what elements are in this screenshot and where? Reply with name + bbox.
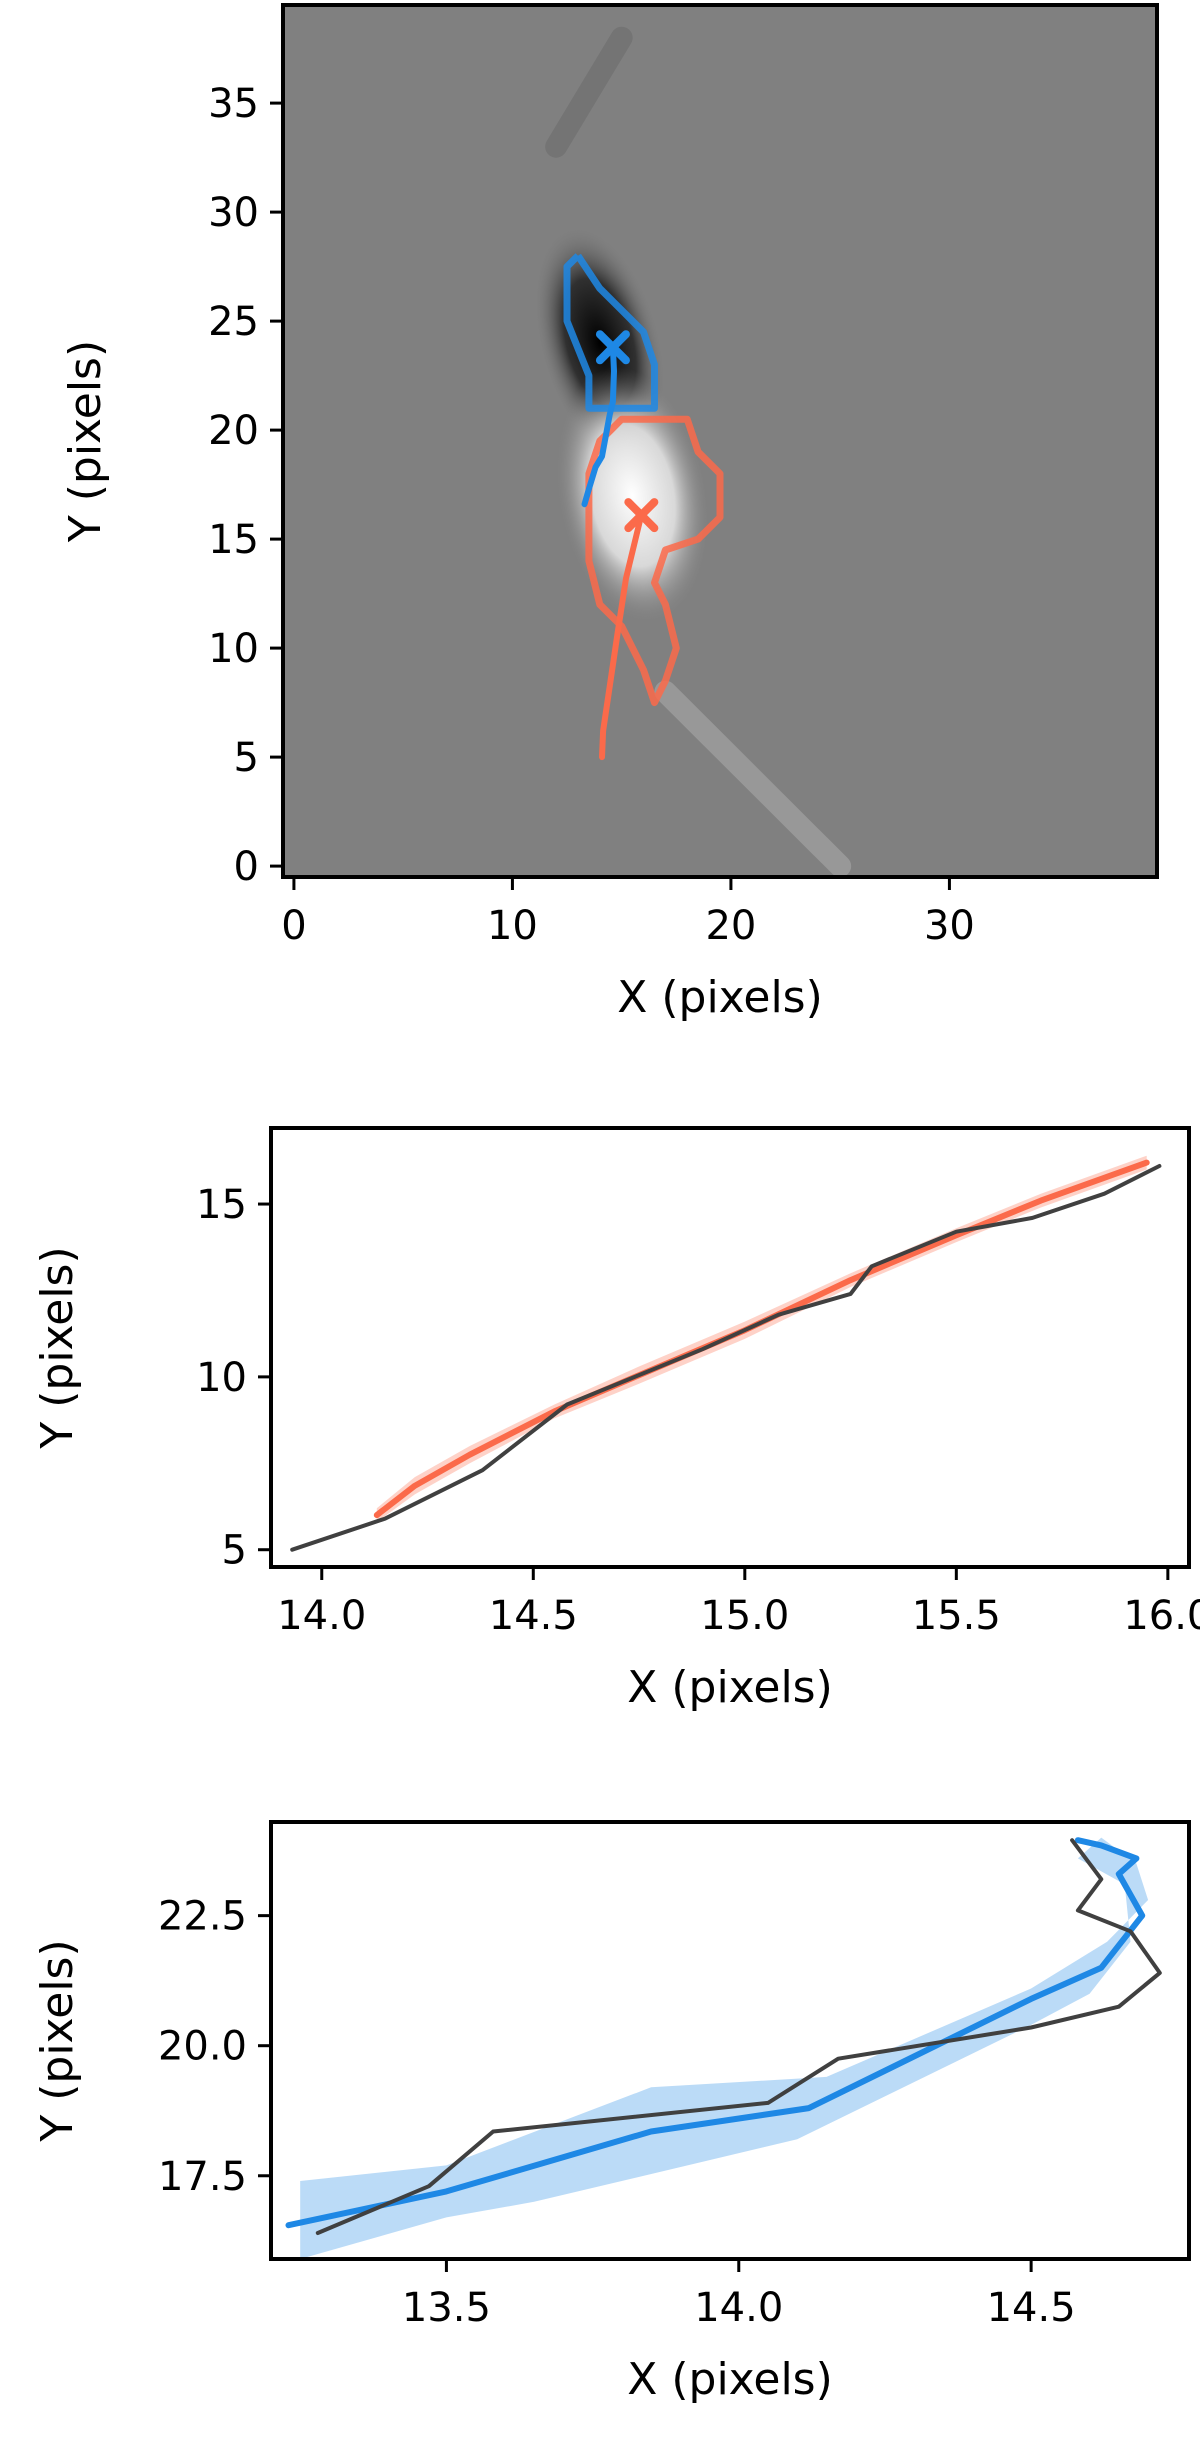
x-tick-label: 30	[924, 903, 975, 949]
x-tick-label: 0	[281, 903, 306, 949]
x-marker-stroke	[595, 330, 630, 365]
x-tick-label: 14.5	[489, 1593, 578, 1639]
trajectory-line	[290, 1164, 1162, 1552]
axes-frame	[269, 1126, 1191, 1569]
x-tick-label: 15.0	[700, 1593, 789, 1639]
y-tick-label: 15	[196, 1182, 247, 1228]
bright-streak	[654, 680, 852, 877]
bright-blob	[555, 366, 710, 625]
blue-trajectory-panel: 13.5 14.0 14.5 17.5 20.0 22.5 X (pixels) Y (pix…	[32, 1820, 1191, 2405]
y-tick-label: 5	[222, 1528, 247, 1574]
y-tick-label: 20.0	[158, 2024, 247, 2070]
y-tick-label: 15	[208, 517, 259, 563]
x-tick-label: 14.0	[694, 2285, 783, 2331]
contour-line	[563, 253, 658, 412]
trajectory-line	[315, 1838, 1162, 2235]
y-tick-label: 10	[208, 626, 259, 672]
y-axis-label: Y (pixels)	[32, 1246, 83, 1449]
x-tick-label: 14.0	[277, 1593, 366, 1639]
y-tick-label: 22.5	[158, 1894, 247, 1940]
red-trajectory-panel: 14.0 14.5 15.0 15.5 16.0 5 10 15 X (pixels) Y (pi…	[32, 1126, 1200, 1713]
x-tick-label: 20	[705, 903, 756, 949]
y-tick-label: 0	[234, 844, 259, 890]
x-marker	[624, 498, 659, 533]
x-marker-stroke	[624, 498, 659, 533]
y-tick-label: 20	[208, 408, 259, 454]
plot-area	[285, 1837, 1162, 2259]
x-tick-label: 13.5	[402, 2285, 491, 2331]
y-tick-label: 5	[234, 735, 259, 781]
x-axis-label: X (pixels)	[617, 972, 823, 1023]
axes-frame	[281, 3, 1159, 879]
y-tick-label: 10	[196, 1355, 247, 1401]
uncertainty-band	[376, 1155, 1147, 1523]
uncertainty-band	[300, 1837, 1149, 2259]
plot-area	[283, 5, 1157, 877]
x-axis-label: X (pixels)	[627, 1662, 833, 1713]
x-tick-label: 15.5	[912, 1593, 1001, 1639]
x-tick-label: 16.0	[1123, 1593, 1200, 1639]
x-tick-label: 10	[487, 903, 538, 949]
y-tick-label: 25	[208, 299, 259, 345]
heatmap-panel: 0 10 20 30 0 5 10 15 20 25 30 35 X (pixels) Y (pixels…	[60, 3, 1159, 1023]
trajectory-line	[285, 1837, 1146, 2229]
plot-area	[290, 1155, 1162, 1552]
y-tick-label: 17.5	[158, 2154, 247, 2200]
y-tick-label: 35	[208, 81, 259, 127]
x-marker	[595, 330, 630, 365]
y-axis-label: Y (pixels)	[60, 340, 111, 543]
trajectory-line	[599, 512, 645, 761]
axes-frame	[269, 1820, 1191, 2261]
y-axis-label: Y (pixels)	[32, 1939, 83, 2142]
x-tick-label: 14.5	[987, 2285, 1076, 2331]
contour-line	[585, 415, 724, 707]
x-axis-label: X (pixels)	[627, 2354, 833, 2405]
trajectory-line	[581, 344, 617, 508]
dark-streak	[545, 26, 633, 158]
y-tick-label: 30	[208, 190, 259, 236]
